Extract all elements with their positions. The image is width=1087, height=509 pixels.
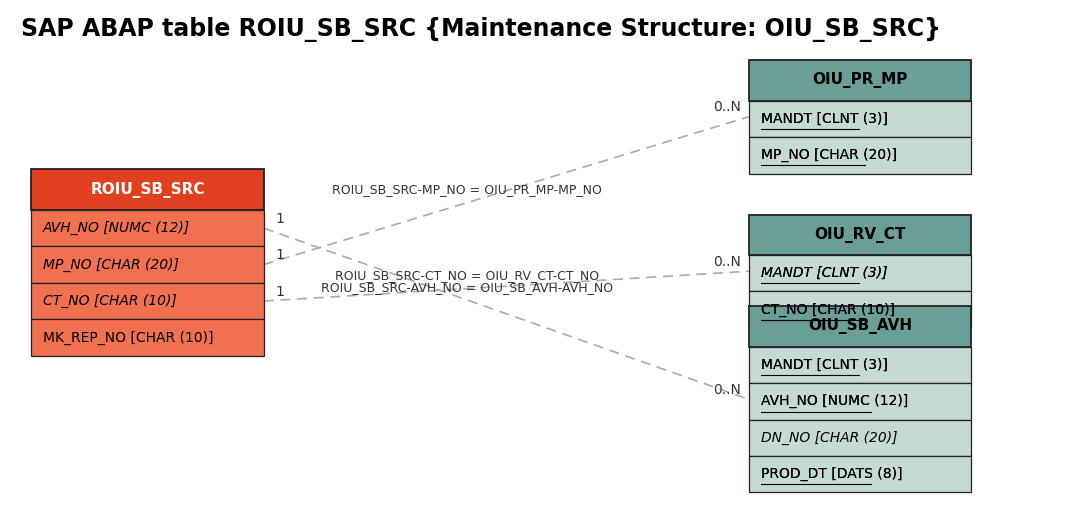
FancyBboxPatch shape [749, 383, 972, 419]
Text: CT_NO [CHAR (10)]: CT_NO [CHAR (10)] [761, 303, 895, 317]
FancyBboxPatch shape [749, 292, 972, 328]
FancyBboxPatch shape [749, 60, 972, 101]
Text: AVH_NO [NUMC (12)]: AVH_NO [NUMC (12)] [761, 394, 908, 408]
Text: ROIU_SB_SRC-CT_NO = OIU_RV_CT-CT_NO: ROIU_SB_SRC-CT_NO = OIU_RV_CT-CT_NO [335, 269, 599, 282]
Text: 0..N: 0..N [713, 383, 740, 397]
FancyBboxPatch shape [749, 101, 972, 137]
FancyBboxPatch shape [749, 214, 972, 255]
Text: MANDT [CLNT (3)]: MANDT [CLNT (3)] [761, 266, 887, 280]
Text: OIU_SB_AVH: OIU_SB_AVH [808, 319, 912, 334]
FancyBboxPatch shape [749, 456, 972, 492]
FancyBboxPatch shape [749, 419, 972, 456]
Text: 0..N: 0..N [713, 254, 740, 269]
Text: 0..N: 0..N [713, 100, 740, 115]
Text: ROIU_SB_SRC-MP_NO = OIU_PR_MP-MP_NO: ROIU_SB_SRC-MP_NO = OIU_PR_MP-MP_NO [333, 183, 602, 196]
Text: OIU_PR_MP: OIU_PR_MP [812, 72, 908, 89]
Text: 1: 1 [276, 248, 285, 262]
Text: CT_NO [CHAR (10)]: CT_NO [CHAR (10)] [761, 303, 895, 317]
FancyBboxPatch shape [749, 306, 972, 347]
FancyBboxPatch shape [32, 210, 264, 246]
Text: MK_REP_NO [CHAR (10)]: MK_REP_NO [CHAR (10)] [43, 330, 213, 345]
Text: 1: 1 [276, 212, 285, 225]
FancyBboxPatch shape [749, 255, 972, 292]
Text: AVH_NO [NUMC (12)]: AVH_NO [NUMC (12)] [761, 394, 908, 408]
Text: DN_NO [CHAR (20)]: DN_NO [CHAR (20)] [761, 431, 897, 445]
Text: ROIU_SB_SRC: ROIU_SB_SRC [90, 182, 204, 197]
Text: MP_NO [CHAR (20)]: MP_NO [CHAR (20)] [43, 258, 179, 272]
Text: OIU_RV_CT: OIU_RV_CT [814, 227, 905, 243]
Text: AVH_NO [NUMC (12)]: AVH_NO [NUMC (12)] [43, 221, 190, 235]
Text: ROIU_SB_SRC-AVH_NO = OIU_SB_AVH-AVH_NO: ROIU_SB_SRC-AVH_NO = OIU_SB_AVH-AVH_NO [322, 281, 613, 294]
FancyBboxPatch shape [32, 169, 264, 210]
Text: MP_NO [CHAR (20)]: MP_NO [CHAR (20)] [761, 148, 897, 162]
Text: 1: 1 [276, 285, 285, 299]
FancyBboxPatch shape [749, 347, 972, 383]
Text: MANDT [CLNT (3)]: MANDT [CLNT (3)] [761, 266, 887, 280]
Text: CT_NO [CHAR (10)]: CT_NO [CHAR (10)] [43, 294, 177, 308]
FancyBboxPatch shape [32, 319, 264, 356]
Text: PROD_DT [DATS (8)]: PROD_DT [DATS (8)] [761, 467, 902, 482]
FancyBboxPatch shape [32, 283, 264, 319]
FancyBboxPatch shape [32, 246, 264, 283]
Text: SAP ABAP table ROIU_SB_SRC {Maintenance Structure: OIU_SB_SRC}: SAP ABAP table ROIU_SB_SRC {Maintenance … [21, 17, 941, 42]
Text: MANDT [CLNT (3)]: MANDT [CLNT (3)] [761, 358, 887, 372]
Text: PROD_DT [DATS (8)]: PROD_DT [DATS (8)] [761, 467, 902, 482]
Text: MP_NO [CHAR (20)]: MP_NO [CHAR (20)] [761, 148, 897, 162]
Text: MANDT [CLNT (3)]: MANDT [CLNT (3)] [761, 112, 887, 126]
FancyBboxPatch shape [749, 137, 972, 174]
Text: MANDT [CLNT (3)]: MANDT [CLNT (3)] [761, 358, 887, 372]
Text: MANDT [CLNT (3)]: MANDT [CLNT (3)] [761, 112, 887, 126]
